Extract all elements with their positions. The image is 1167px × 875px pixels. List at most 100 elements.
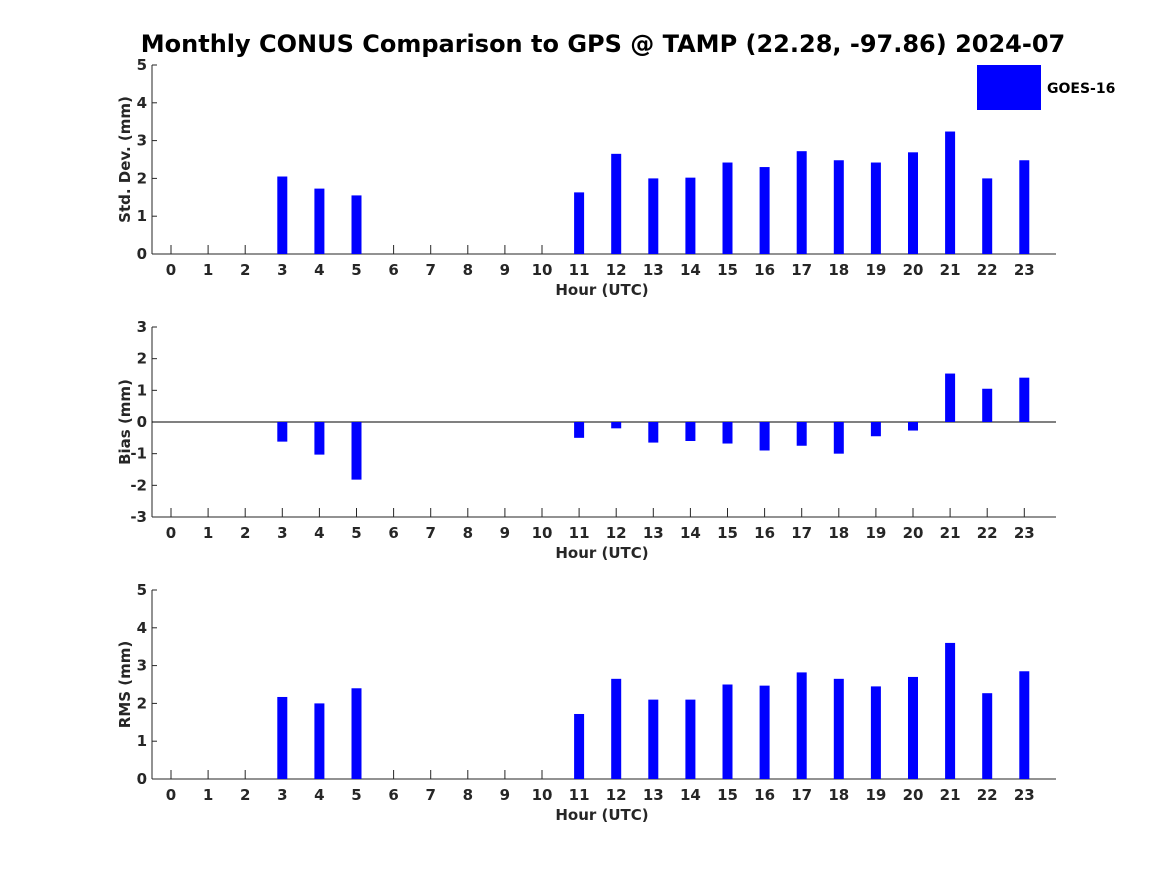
x-tick-label: 16: [754, 786, 775, 804]
x-tick-label: 5: [351, 524, 361, 542]
bar-hour-19: [870, 162, 881, 254]
y-tick-label: 0: [137, 770, 147, 788]
bar-hour-11: [574, 422, 585, 438]
bar-hour-22: [982, 178, 993, 254]
bar-hour-17: [796, 422, 807, 446]
bar-hour-15: [722, 684, 733, 779]
x-tick-label: 17: [791, 524, 812, 542]
bar-hour-12: [611, 422, 622, 429]
x-tick-label: 1: [203, 786, 213, 804]
y-tick-label: 2: [137, 169, 147, 187]
x-tick-label: 7: [425, 261, 435, 279]
bar-hour-18: [833, 422, 844, 454]
x-tick-label: 23: [1014, 786, 1035, 804]
bar-hour-3: [277, 696, 288, 779]
x-tick-label: 4: [314, 261, 324, 279]
x-tick-label: 10: [532, 261, 553, 279]
x-tick-label: 19: [865, 524, 886, 542]
x-tick-label: 15: [717, 524, 738, 542]
bar-hour-13: [648, 699, 659, 779]
x-tick-label: 11: [569, 524, 590, 542]
x-tick-label: 3: [277, 524, 287, 542]
bar-hour-20: [908, 152, 918, 254]
y-tick-label: 0: [137, 413, 147, 431]
bar-hour-21: [945, 642, 956, 779]
x-tick-label: 1: [203, 261, 213, 279]
x-tick-label: 19: [865, 261, 886, 279]
x-tick-label: 11: [569, 261, 590, 279]
x-tick-label: 0: [166, 524, 176, 542]
x-tick-label: 3: [277, 261, 287, 279]
x-axis-label: Hour (UTC): [555, 544, 648, 562]
x-tick-label: 18: [828, 261, 849, 279]
x-tick-label: 14: [680, 524, 701, 542]
bar-hour-5: [351, 422, 362, 480]
x-tick-label: 6: [388, 261, 398, 279]
x-tick-label: 20: [903, 786, 924, 804]
x-tick-label: 7: [425, 786, 435, 804]
bar-hour-23: [1019, 160, 1030, 254]
x-tick-label: 23: [1014, 524, 1035, 542]
y-tick-label: 3: [137, 318, 147, 336]
y-axis-label: Std. Dev. (mm): [116, 96, 134, 223]
bar-hour-21: [945, 373, 956, 422]
y-tick-label: -3: [130, 508, 147, 526]
x-tick-label: 6: [388, 524, 398, 542]
bar-hour-22: [982, 693, 993, 779]
x-axis-label: Hour (UTC): [555, 281, 648, 299]
x-tick-label: 6: [388, 786, 398, 804]
bar-hour-15: [722, 422, 733, 444]
legend-swatch-goes-16: [977, 65, 1041, 110]
x-tick-label: 2: [240, 524, 250, 542]
bar-hour-16: [759, 167, 770, 254]
x-tick-label: 17: [791, 261, 812, 279]
x-tick-label: 12: [606, 261, 627, 279]
bar-hour-14: [685, 422, 696, 441]
x-tick-label: 7: [425, 524, 435, 542]
x-tick-label: 21: [940, 786, 961, 804]
y-tick-label: 5: [137, 581, 147, 599]
x-tick-label: 18: [828, 786, 849, 804]
x-tick-label: 11: [569, 786, 590, 804]
y-tick-label: 5: [137, 56, 147, 74]
x-tick-label: 17: [791, 786, 812, 804]
x-tick-label: 1: [203, 524, 213, 542]
bar-hour-19: [870, 686, 881, 779]
bar-hour-16: [759, 422, 770, 451]
x-tick-label: 0: [166, 261, 176, 279]
bar-hour-11: [574, 192, 585, 254]
x-tick-label: 13: [643, 524, 664, 542]
y-tick-label: 1: [137, 381, 147, 399]
legend: GOES-16: [977, 65, 1115, 110]
bar-hour-11: [574, 713, 585, 779]
x-tick-label: 8: [463, 786, 473, 804]
bar-hour-13: [648, 422, 659, 443]
x-tick-label: 8: [463, 261, 473, 279]
y-tick-label: 3: [137, 657, 147, 675]
x-tick-label: 14: [680, 786, 701, 804]
bar-hour-23: [1019, 377, 1030, 422]
x-tick-label: 9: [500, 786, 510, 804]
x-tick-label: 22: [977, 524, 998, 542]
bar-hour-17: [796, 672, 807, 779]
x-tick-label: 21: [940, 261, 961, 279]
bar-hour-20: [908, 676, 918, 779]
bar-hour-4: [314, 188, 325, 254]
x-tick-label: 12: [606, 524, 627, 542]
x-tick-label: 8: [463, 524, 473, 542]
bar-hour-22: [982, 388, 993, 422]
y-tick-label: 1: [137, 207, 147, 225]
bar-hour-19: [870, 422, 881, 437]
y-tick-label: 3: [137, 132, 147, 150]
x-tick-label: 14: [680, 261, 701, 279]
x-tick-label: 18: [828, 524, 849, 542]
x-tick-label: 16: [754, 524, 775, 542]
x-tick-label: 21: [940, 524, 961, 542]
y-axis-label: Bias (mm): [116, 379, 134, 465]
x-tick-label: 0: [166, 786, 176, 804]
x-tick-label: 15: [717, 786, 738, 804]
